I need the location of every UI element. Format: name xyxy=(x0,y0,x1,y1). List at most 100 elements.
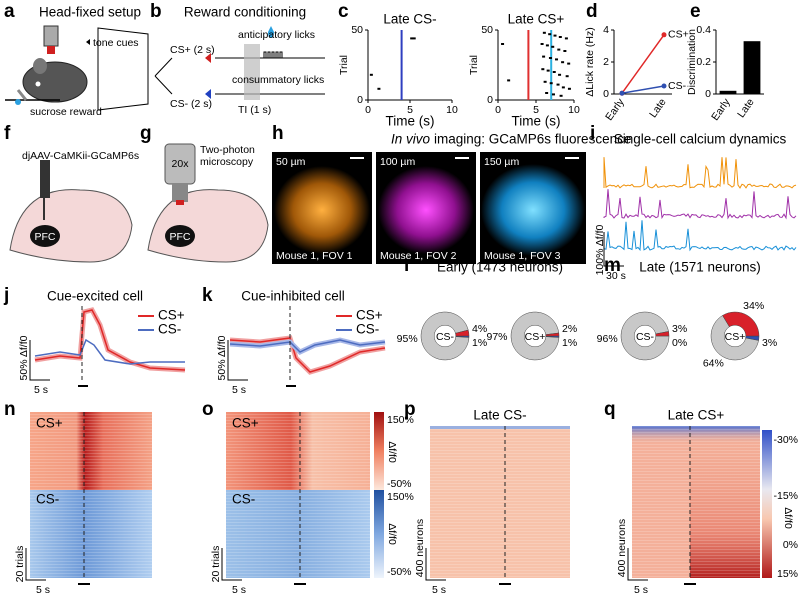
point xyxy=(619,90,625,96)
label: 150 µm xyxy=(484,156,519,168)
label: tone cues xyxy=(93,37,139,49)
lick xyxy=(545,92,549,94)
slice-label: 4% xyxy=(472,323,487,335)
center-label: CS+ xyxy=(525,331,546,343)
point xyxy=(661,83,667,89)
label: Two-photon xyxy=(200,144,255,156)
label: 20x xyxy=(172,158,190,170)
y-tick-label: 50 xyxy=(351,24,363,36)
donut-hole xyxy=(633,324,657,348)
lick xyxy=(501,43,505,45)
conditioning-diagram xyxy=(154,26,325,100)
panel-letter: d xyxy=(586,1,598,22)
y-axis-label: Discrimination xyxy=(686,29,698,95)
colorbar-label: -50% xyxy=(387,566,412,578)
label: 50 µm xyxy=(276,156,306,168)
lick xyxy=(563,50,567,52)
chart-title: Late CS- xyxy=(383,12,436,27)
y-tick-label: 0.2 xyxy=(696,56,711,68)
lick xyxy=(567,62,571,65)
donut-hole xyxy=(723,324,747,348)
panel-title: Late (1571 neurons) xyxy=(639,260,761,275)
label: CS+ (2 s) xyxy=(170,44,215,56)
slice-label: 96% xyxy=(597,333,618,345)
label: CS- xyxy=(232,492,255,507)
label: djAAV-CaMKii-GCaMP6s xyxy=(22,150,139,162)
series-label: CS- xyxy=(668,80,687,92)
lick xyxy=(545,44,549,47)
panel-letter: h xyxy=(272,123,284,144)
lick xyxy=(558,73,562,76)
panel-title: Cue-inhibited cell xyxy=(241,289,345,304)
panel-letter: a xyxy=(4,1,15,22)
x-tick-label: 0 xyxy=(365,104,371,116)
trace xyxy=(603,189,797,220)
y-axis-label: Trial xyxy=(338,55,350,75)
colorbar-label: 0% xyxy=(783,539,798,551)
label: TI (1 s) xyxy=(238,104,271,116)
slice-label: 1% xyxy=(562,337,577,349)
colorbar-label: -15% xyxy=(773,490,798,502)
label: CS+ xyxy=(36,416,63,431)
label: 20 trials xyxy=(210,546,222,583)
lick xyxy=(542,55,546,58)
y-tick-label: 50 xyxy=(481,24,493,36)
lick xyxy=(549,82,553,85)
x-tick-label: 5 xyxy=(407,104,413,116)
label: sucrose reward xyxy=(30,106,102,118)
y-tick-label: 0 xyxy=(487,94,493,106)
label: 50% Δf/f0 xyxy=(216,335,228,380)
lick xyxy=(561,86,565,89)
mean-traces xyxy=(29,306,386,387)
lick xyxy=(542,31,546,34)
lick xyxy=(369,73,373,76)
series-line xyxy=(621,34,665,94)
label: 50% Δf/f0 xyxy=(18,335,30,380)
panel-title: Late CS+ xyxy=(668,408,725,423)
lick xyxy=(541,68,545,71)
label: 400 neurons xyxy=(414,519,426,577)
series-line xyxy=(621,85,665,94)
panel-letter: k xyxy=(202,285,213,306)
y-tick-label: 0 xyxy=(603,88,609,100)
y-tick-label: 0 xyxy=(357,94,363,106)
legend-label: CS- xyxy=(356,322,379,337)
lick xyxy=(543,80,547,83)
lick xyxy=(564,37,568,40)
label: 100% Δf/f0 xyxy=(594,224,606,275)
chart-title: Late CS+ xyxy=(508,12,565,27)
lick xyxy=(567,87,571,90)
panel-letter: f xyxy=(4,123,11,144)
lick xyxy=(559,94,563,97)
label: 5 s xyxy=(432,584,446,596)
lick xyxy=(557,48,561,51)
label: PFC xyxy=(35,231,56,243)
lick xyxy=(410,37,414,40)
lick xyxy=(555,58,559,61)
panel-title: Head-fixed setup xyxy=(39,5,141,20)
heatmaps xyxy=(25,412,772,585)
panel-letter: b xyxy=(150,1,162,22)
slice-label: 3% xyxy=(762,337,777,349)
x-axis-label: Time (s) xyxy=(386,114,435,129)
label: CS- (2 s) xyxy=(170,98,212,110)
lick xyxy=(551,45,555,48)
x-tick-label: Late xyxy=(647,96,669,120)
panel-letter: q xyxy=(604,399,616,420)
lick xyxy=(556,83,560,86)
bar xyxy=(719,90,737,94)
panel-letter: j xyxy=(3,285,9,306)
label: 5 s xyxy=(34,384,48,396)
fov-images xyxy=(272,152,586,264)
lick xyxy=(565,75,569,78)
label: 5 s xyxy=(36,584,50,596)
panel-title: In vivo xyxy=(391,132,431,147)
label: Mouse 1, FOV 1 xyxy=(276,250,353,262)
panel-title: Cue-excited cell xyxy=(47,289,143,304)
lick xyxy=(551,93,555,96)
colorbar-label: 15% xyxy=(777,568,798,580)
panel-letter: i xyxy=(590,123,595,144)
label: consummatory licks xyxy=(232,74,324,86)
center-label: CS+ xyxy=(725,331,746,343)
calcium-traces xyxy=(603,157,797,252)
